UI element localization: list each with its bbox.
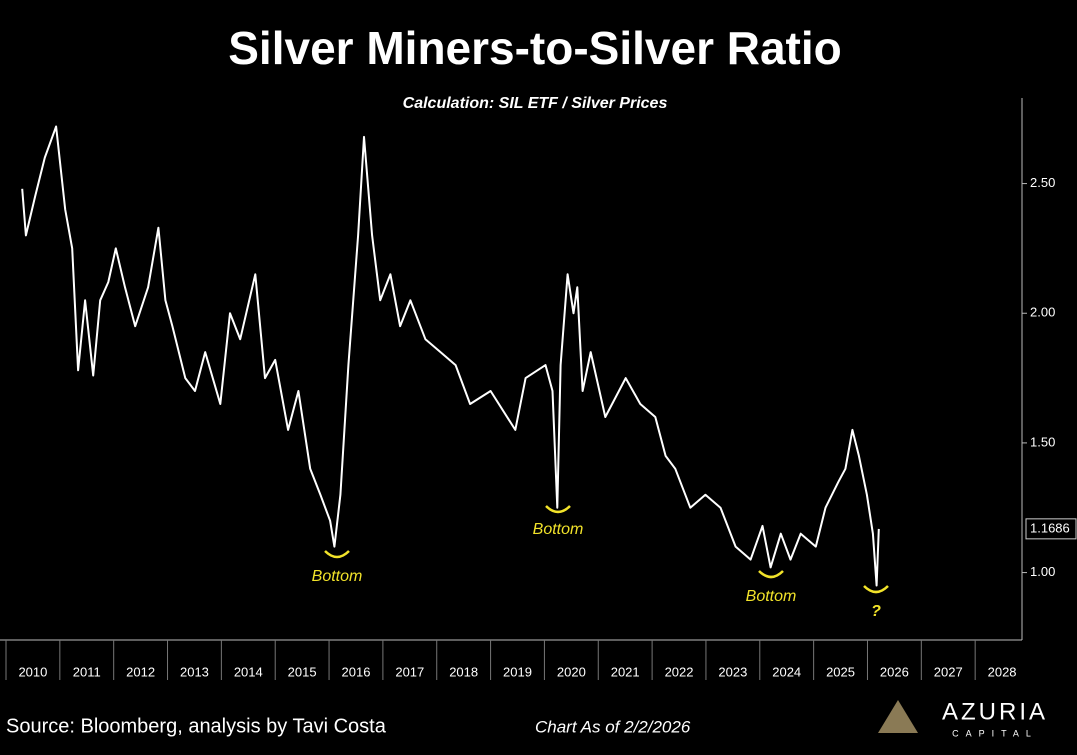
x-tick-label: 2023 xyxy=(718,664,747,679)
logo-mark xyxy=(878,700,918,733)
x-tick-label: 2015 xyxy=(288,664,317,679)
y-tick-label: 1.50 xyxy=(1030,434,1055,449)
annotation-arc xyxy=(758,570,784,579)
x-tick-label: 2018 xyxy=(449,664,478,679)
x-tick-label: 2019 xyxy=(503,664,532,679)
annotation: Bottom xyxy=(533,521,584,538)
annotation-arc xyxy=(324,550,350,559)
logo-tagline: CAPITAL xyxy=(952,728,1038,738)
y-tick-label: 2.50 xyxy=(1030,175,1055,190)
last-value-box xyxy=(1025,518,1077,540)
x-tick-label: 2020 xyxy=(557,664,586,679)
x-tick-label: 2013 xyxy=(180,664,209,679)
logo-name: AZURIA xyxy=(942,698,1048,725)
source: Source: Bloomberg, analysis by Tavi Cost… xyxy=(6,715,387,737)
chart-title: Silver Miners-to-Silver Ratio xyxy=(228,22,842,74)
x-tick-label: 2016 xyxy=(342,664,371,679)
x-tick-label: 2021 xyxy=(611,664,640,679)
x-tick-label: 2017 xyxy=(395,664,424,679)
x-tick-label: 2028 xyxy=(988,664,1017,679)
x-tick-label: 2010 xyxy=(18,664,47,679)
x-tick-label: 2026 xyxy=(880,664,909,679)
x-tick-label: 2025 xyxy=(826,664,855,679)
x-tick-label: 2027 xyxy=(934,664,963,679)
y-tick-label: 2.00 xyxy=(1030,305,1055,320)
last-value-label: 1.1686 xyxy=(1030,520,1070,535)
x-tick-label: 2012 xyxy=(126,664,155,679)
annotation-arc xyxy=(863,585,889,594)
x-tick-label: 2024 xyxy=(772,664,801,679)
x-tick-label: 2022 xyxy=(665,664,694,679)
logo: AZURIA CAPITAL xyxy=(878,698,1048,738)
annotation: Bottom xyxy=(746,588,797,605)
chart-subtitle: Calculation: SIL ETF / Silver Prices xyxy=(403,95,668,112)
annotation: Bottom xyxy=(312,568,363,585)
y-tick-label: 1.00 xyxy=(1030,564,1055,579)
x-tick-label: 2014 xyxy=(234,664,263,679)
annotation: ? xyxy=(871,603,881,620)
annotation-arc xyxy=(545,505,571,514)
date-note: Chart As of 2/2/2026 xyxy=(535,717,691,736)
x-tick-label: 2011 xyxy=(73,664,101,679)
data-line xyxy=(21,125,880,587)
